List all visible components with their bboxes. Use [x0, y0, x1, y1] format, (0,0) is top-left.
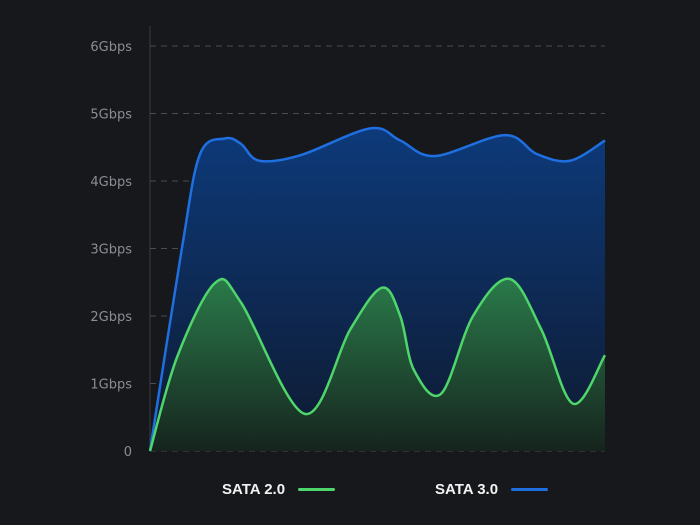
legend-item-sata2: SATA 2.0	[222, 481, 336, 498]
legend-label: SATA 3.0	[435, 481, 499, 498]
line-sata-3-0	[148, 126, 606, 452]
y-tick-label: 5Gbps	[90, 108, 132, 123]
legend-label: SATA 2.0	[222, 481, 286, 498]
legend-swatch-green	[298, 488, 336, 491]
legend-swatch-blue	[511, 488, 549, 491]
y-tick-label: 3Gbps	[90, 243, 132, 258]
y-tick-label: 4Gbps	[90, 175, 132, 190]
y-tick-label: 6Gbps	[90, 40, 132, 55]
line-sata-2-0	[148, 277, 607, 452]
area-sata-2-0	[150, 278, 605, 451]
y-tick-label: 0	[124, 445, 132, 460]
y-tick-label: 2Gbps	[90, 310, 132, 325]
legend-item-sata3: SATA 3.0	[435, 481, 549, 498]
y-tick-label: 1Gbps	[90, 378, 132, 393]
